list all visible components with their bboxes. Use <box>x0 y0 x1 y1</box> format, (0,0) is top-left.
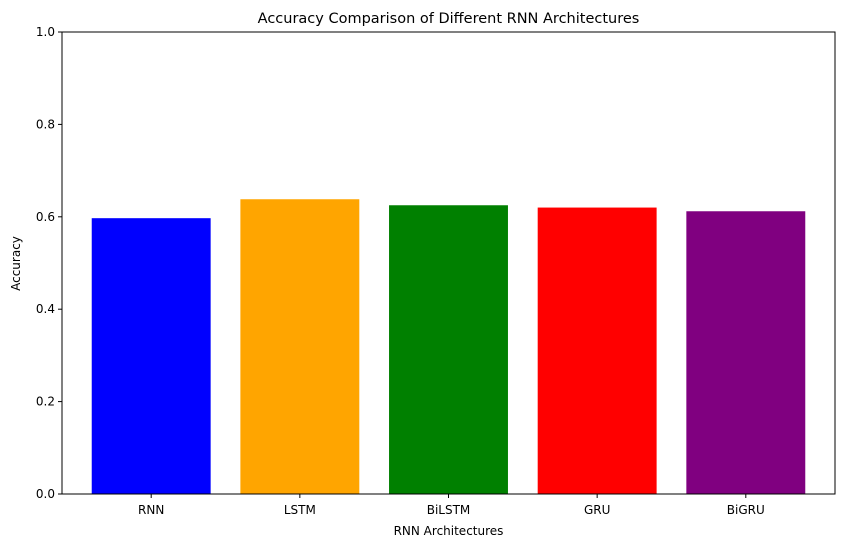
bar-gru <box>537 207 657 494</box>
y-tick-label: 0.8 <box>36 117 55 131</box>
y-tick-label: 0.6 <box>36 210 55 224</box>
x-axis: RNN LSTM BiLSTM GRU BiGRU <box>138 494 765 517</box>
x-tick-label: RNN <box>138 503 164 517</box>
y-tick-label: 1.0 <box>36 25 55 39</box>
x-tick-label: BiLSTM <box>427 503 471 517</box>
x-axis-label: RNN Architectures <box>394 524 504 538</box>
y-tick-label: 0.2 <box>36 395 55 409</box>
chart-title: Accuracy Comparison of Different RNN Arc… <box>258 11 640 27</box>
bars-layer <box>91 199 806 495</box>
bar-bilstm <box>389 205 508 494</box>
y-tick-label: 0.4 <box>36 302 55 316</box>
y-axis-label: Accuracy <box>9 236 23 291</box>
x-tick-label: LSTM <box>284 503 316 517</box>
x-tick-label: GRU <box>584 503 610 517</box>
y-axis: 0.0 0.2 0.4 0.6 0.8 1.0 <box>36 25 62 501</box>
x-tick-label: BiGRU <box>727 503 765 517</box>
bar-lstm <box>240 199 360 494</box>
y-tick-label: 0.0 <box>36 487 55 501</box>
bar-rnn <box>91 218 211 494</box>
bar-bigru <box>686 211 806 495</box>
